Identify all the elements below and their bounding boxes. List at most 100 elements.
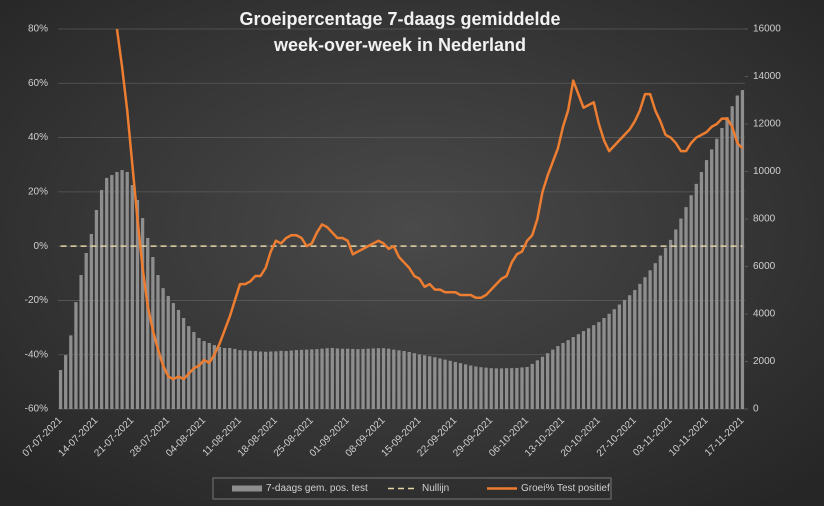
bar xyxy=(545,353,550,409)
bar xyxy=(125,171,129,409)
bar xyxy=(735,95,739,409)
bar xyxy=(715,138,719,409)
bar xyxy=(684,207,688,409)
y2-tick-label: 2000 xyxy=(753,356,776,367)
bar xyxy=(192,332,196,409)
bar xyxy=(84,252,88,409)
bar xyxy=(469,365,473,409)
chart-title: week-over-week in Nederland xyxy=(273,35,526,55)
bar xyxy=(504,368,509,409)
bar xyxy=(243,350,247,409)
bar xyxy=(325,348,329,409)
bar xyxy=(140,218,145,409)
bar xyxy=(622,299,627,409)
bar xyxy=(279,350,283,409)
y2-tick-label: 6000 xyxy=(753,261,776,272)
bar xyxy=(561,342,565,409)
bar xyxy=(443,359,447,409)
bar xyxy=(438,358,442,409)
bar xyxy=(633,290,637,409)
bar xyxy=(648,270,652,409)
bar xyxy=(346,348,350,409)
bar xyxy=(294,350,299,409)
bar xyxy=(535,360,540,409)
bar xyxy=(120,170,124,409)
bar xyxy=(674,229,678,409)
bar xyxy=(612,309,616,409)
bar xyxy=(412,353,416,409)
bar xyxy=(576,334,581,409)
bar xyxy=(340,348,345,409)
bar xyxy=(258,351,263,409)
y-tick-label: 0% xyxy=(34,241,49,252)
legend-label: Groei% Test positief xyxy=(521,483,610,494)
bar xyxy=(581,331,586,409)
bar xyxy=(110,175,114,409)
bar xyxy=(417,354,422,409)
line xyxy=(115,28,744,381)
bar xyxy=(540,356,545,409)
bar xyxy=(330,347,334,409)
bar xyxy=(663,247,668,409)
bar xyxy=(422,355,427,409)
bar xyxy=(356,349,360,409)
bar xyxy=(305,349,309,409)
bar xyxy=(366,348,370,409)
bar xyxy=(89,233,93,409)
bar xyxy=(187,326,191,409)
bar xyxy=(58,370,63,409)
bar xyxy=(161,288,165,409)
bar xyxy=(320,348,324,409)
bar xyxy=(607,313,611,409)
bar xyxy=(74,302,78,409)
bar xyxy=(105,177,109,409)
bar xyxy=(617,304,622,409)
bar xyxy=(115,171,119,409)
bar xyxy=(597,322,601,409)
bar xyxy=(520,367,524,409)
bar xyxy=(515,367,519,409)
bar xyxy=(397,350,401,409)
bar xyxy=(699,171,704,409)
y-tick-label: -20% xyxy=(25,295,48,306)
bar xyxy=(530,363,534,409)
bar xyxy=(643,277,647,409)
y2-tick-label: 8000 xyxy=(753,214,776,225)
bar xyxy=(197,337,201,409)
bar xyxy=(351,348,355,409)
bar xyxy=(720,128,724,409)
y2-tick-label: 16000 xyxy=(753,24,781,35)
bar xyxy=(387,348,391,409)
bar xyxy=(79,275,83,409)
y2-tick-label: 0 xyxy=(753,404,759,415)
bar xyxy=(730,106,734,409)
bar xyxy=(94,209,99,409)
bar xyxy=(710,149,714,409)
bar xyxy=(181,318,186,409)
bar xyxy=(315,349,319,409)
bar xyxy=(448,360,452,409)
bar xyxy=(694,183,698,409)
bar xyxy=(156,275,160,409)
bar xyxy=(499,368,504,409)
bar xyxy=(658,255,663,409)
bar xyxy=(376,348,381,409)
bar xyxy=(458,363,463,409)
legend-swatch xyxy=(232,485,262,492)
legend-label: 7-daags gem. pos. test xyxy=(266,483,368,494)
bar xyxy=(335,348,340,409)
bar xyxy=(494,368,498,409)
bar xyxy=(222,347,227,409)
bar xyxy=(207,342,211,409)
bar xyxy=(392,349,396,409)
bar xyxy=(638,283,642,409)
bar xyxy=(510,368,514,409)
bar xyxy=(556,346,560,409)
bar xyxy=(669,239,673,409)
bar xyxy=(628,295,632,409)
bar xyxy=(479,367,483,409)
bar xyxy=(453,361,457,409)
bar xyxy=(704,160,709,409)
bar xyxy=(689,195,693,409)
